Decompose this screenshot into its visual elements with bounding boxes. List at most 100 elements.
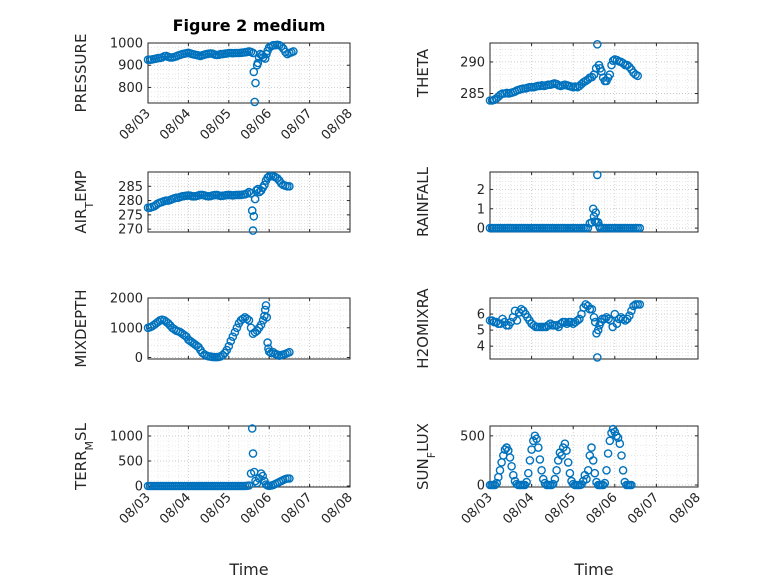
data-series <box>485 424 636 490</box>
data-series <box>143 424 294 491</box>
data-point <box>602 465 611 475</box>
y-axis-label: MIXDEPTH <box>72 289 90 367</box>
data-point <box>218 350 227 360</box>
y-axis-label: THETA <box>414 48 432 98</box>
data-point <box>589 312 599 322</box>
data-point <box>248 226 258 235</box>
data-series <box>485 170 645 233</box>
data-point <box>600 478 610 488</box>
data-point <box>612 319 622 329</box>
data-point <box>281 47 290 57</box>
subplot-7: 0 500 1000 08/03 08/04 08/05 08/06 08/07 08/08 Ti… <box>72 422 356 579</box>
data-point <box>582 474 591 484</box>
data-point <box>605 70 615 79</box>
x-tick-label: 08/04 <box>500 490 537 527</box>
x-tick-label: 08/06 <box>238 106 275 143</box>
data-point <box>495 465 505 475</box>
data-series <box>485 300 645 362</box>
subplot-5: 0 1000 2000 MIXDEPTH <box>72 289 351 368</box>
y-tick-label: 800 <box>118 81 143 96</box>
data-point <box>587 72 597 82</box>
data-point <box>285 181 294 191</box>
data-point <box>562 319 572 329</box>
y-tick-label: 285 <box>118 180 143 195</box>
x-axis-label: Time <box>573 560 613 579</box>
y-tick-label: 500 <box>118 455 143 470</box>
data-point <box>543 320 553 330</box>
data-point <box>618 58 628 68</box>
data-point <box>490 480 500 490</box>
data-point <box>583 223 593 233</box>
y-tick-label: 270 <box>118 223 143 238</box>
data-point <box>525 456 535 465</box>
data-point <box>532 434 541 444</box>
data-point <box>562 446 571 455</box>
axes-frame <box>489 425 699 488</box>
data-point <box>253 58 263 68</box>
data-point <box>598 480 608 490</box>
data-point <box>249 67 259 77</box>
data-series <box>485 40 643 105</box>
y-tick-label: 1000 <box>110 37 143 52</box>
chart-title: Figure 2 medium <box>173 16 326 35</box>
data-point <box>522 477 531 487</box>
y-axis-label: TERRMSL <box>72 422 96 491</box>
y-tick-label: 285 <box>460 87 485 102</box>
y-axis-label: SUNFLUX <box>414 423 438 490</box>
data-point <box>516 304 526 314</box>
data-point <box>620 316 630 325</box>
axes-frame <box>489 171 699 233</box>
x-tick-label: 08/06 <box>584 490 621 527</box>
data-point <box>289 47 298 56</box>
data-point <box>593 325 603 335</box>
data-point <box>258 471 268 481</box>
x-tick-label: 08/07 <box>278 490 315 527</box>
data-point <box>612 431 621 441</box>
data-point <box>505 453 515 462</box>
data-point <box>587 304 597 314</box>
y-axis-label: PRESSURE <box>72 34 90 113</box>
x-tick-label: 08/06 <box>238 490 275 527</box>
data-point <box>625 62 634 72</box>
data-point <box>588 456 598 465</box>
data-point <box>575 314 584 324</box>
data-point <box>535 455 545 464</box>
data-point <box>590 468 600 478</box>
data-point <box>249 211 259 221</box>
data-point <box>248 449 258 458</box>
minor-grid <box>490 43 698 103</box>
data-point <box>242 189 252 198</box>
data-point <box>250 97 259 107</box>
y-tick-label: 290 <box>460 55 485 70</box>
data-point <box>635 223 645 233</box>
y-tick-label: 0 <box>477 222 485 237</box>
data-point <box>492 478 502 488</box>
data-point <box>251 78 260 88</box>
data-point <box>608 56 618 66</box>
data-point <box>617 451 626 460</box>
data-point <box>573 316 582 325</box>
data-point <box>256 320 266 330</box>
data-point <box>224 341 234 351</box>
data-point <box>635 300 645 309</box>
data-point <box>618 465 628 475</box>
x-tick-label: 08/03 <box>459 490 496 527</box>
data-point <box>603 449 613 458</box>
data-point <box>593 353 602 362</box>
x-tick-label: 08/04 <box>157 490 194 527</box>
y-tick-label: 1000 <box>110 430 143 445</box>
data-point <box>260 54 270 63</box>
x-tick-label: 08/07 <box>625 490 662 527</box>
minor-grid <box>490 172 698 233</box>
y-axis-label: RAINFALL <box>414 166 432 237</box>
data-point <box>262 312 272 322</box>
x-tick-label: 08/05 <box>542 490 579 527</box>
y-tick-label: 1000 <box>110 321 143 336</box>
y-tick-label: 2 <box>477 183 485 198</box>
y-tick-label: 0 <box>477 479 485 494</box>
subplot-2: 285 290 THETA <box>414 40 699 105</box>
data-point <box>244 481 254 490</box>
data-point <box>604 314 613 324</box>
